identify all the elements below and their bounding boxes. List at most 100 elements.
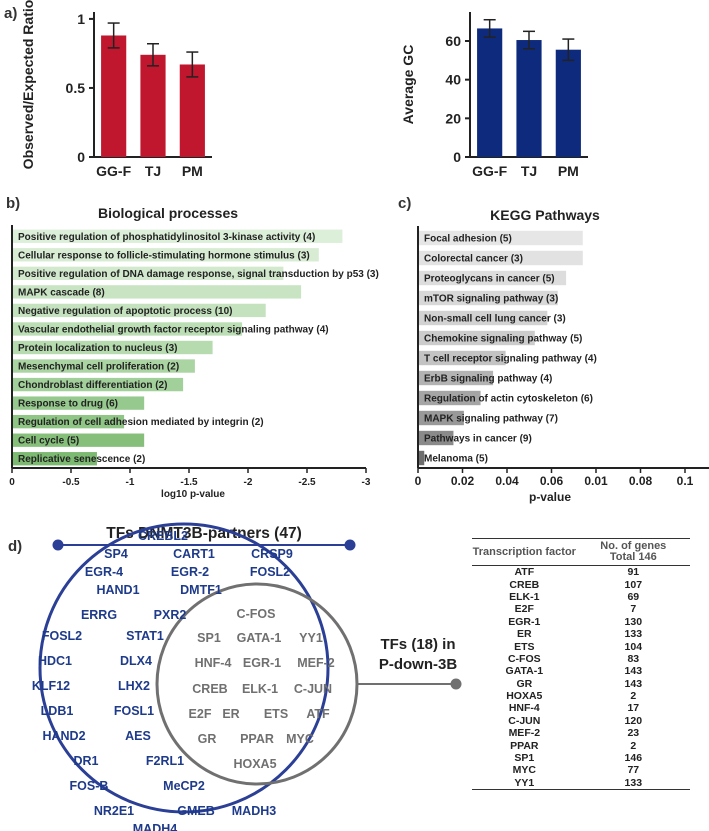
bar-label: Positive regulation of phosphatidylinosi…: [18, 232, 315, 243]
outer-tf-label: EGR-2: [171, 565, 209, 579]
tf-name-cell: HNF-4: [508, 702, 540, 715]
x-tick-label: 0.02: [451, 474, 475, 488]
outer-tf-label: GMEB: [177, 804, 215, 818]
gene-count-cell: 2: [630, 690, 637, 703]
tf-table-row: HOXA5 2: [472, 690, 690, 702]
tf-name-cell: C-JUN: [508, 714, 541, 727]
tf-table-row: EGR-1 130: [472, 616, 690, 628]
outer-tf-label: PXR2: [154, 608, 187, 622]
outer-tf-label: MADH3: [232, 804, 276, 818]
tf-table-header-count: No. of genes Total 146: [576, 538, 690, 566]
inner-tf-label: SP1: [197, 631, 221, 645]
bar: [12, 377, 184, 392]
bar-chart-average-gc: 0 20 40 60 GG-F TJ PM Average GC: [400, 12, 588, 179]
tf-name-cell: ATF: [514, 566, 535, 579]
inner-tf-label: HNF-4: [195, 656, 232, 670]
gene-count-cell: 130: [624, 615, 643, 628]
outer-tf-label: SP4: [104, 547, 128, 561]
bar: [418, 310, 548, 326]
outer-tf-label: AES: [125, 729, 151, 743]
inner-tf-label: HOXA5: [233, 757, 276, 771]
x-tick-label: TJ: [521, 163, 537, 179]
gene-count-cell: 17: [627, 702, 640, 715]
y-tick-label: 20: [445, 110, 461, 126]
inner-tf-label: CREB: [192, 682, 227, 696]
tf-table-row: E2F 7: [472, 603, 690, 615]
x-tick-label: GG-F: [472, 163, 507, 179]
outer-tf-label: DMTF1: [180, 583, 222, 597]
tf-table-row: HNF-4 17: [472, 702, 690, 714]
tf-name-cell: C-FOS: [507, 652, 541, 665]
bar: [12, 248, 319, 262]
bar-label: Negative regulation of apoptotic process…: [18, 306, 232, 317]
inner-tf-label: MEF-2: [297, 656, 335, 670]
bar-label: ErbB signaling pathway (4): [424, 374, 552, 385]
inner-tf-label: GATA-1: [237, 631, 282, 645]
x-tick-label: 0.08: [629, 474, 653, 488]
bar-PM: [555, 49, 581, 158]
tf-name-cell: E2F: [514, 603, 534, 616]
outer-tf-label: STAT1: [126, 629, 164, 643]
tf-name-cell: GATA-1: [505, 665, 544, 678]
x-tick-label: -3: [362, 477, 371, 488]
bar: [418, 410, 464, 426]
bar: [418, 370, 494, 386]
bar: [12, 414, 125, 429]
venn-title-dot-left: [52, 539, 64, 551]
inner-tf-label: ATF: [306, 707, 330, 721]
bar: [418, 250, 583, 266]
tf-table-row: GATA-1 143: [472, 665, 690, 677]
bar: [418, 350, 506, 366]
bar: [418, 270, 567, 286]
x-tick-label: 0: [415, 474, 422, 488]
tf-name-cell: ER: [517, 628, 532, 641]
bar: [418, 330, 535, 346]
bar-label: Non-small cell lung cancer (3): [424, 314, 566, 325]
bar: [418, 230, 583, 246]
y-tick-label: 0: [453, 149, 461, 165]
inner-tf-label: C-FOS: [237, 607, 276, 621]
venn-title: TFs DNMT3B-partners (47): [106, 525, 302, 542]
outer-tf-label: LHX2: [118, 679, 150, 693]
bar: [418, 450, 425, 466]
bar: [12, 229, 343, 243]
y-tick-label: 60: [445, 33, 461, 49]
inner-tf-label: MYC: [286, 732, 314, 746]
outer-tf-label: EGR-4: [85, 565, 123, 579]
chart-title: Biological processes: [98, 205, 238, 221]
outer-tf-label: MeCP2: [163, 779, 205, 793]
x-tick-label: 0.04: [495, 474, 519, 488]
bar-label: Regulation of cell adhesion mediated by …: [18, 417, 264, 428]
gene-count-cell: 143: [624, 677, 643, 690]
gene-count-cell: 133: [624, 628, 643, 641]
bar-label: Pathways in cancer (9): [424, 434, 532, 445]
bar-label: Focal adhesion (5): [424, 234, 512, 245]
bar-PM: [179, 64, 205, 157]
bar-chart-observed-expected: 0 0.5 1 GG-F TJ PM Observed/Expected Ratio: [20, 0, 212, 179]
gene-count-cell: 2: [630, 739, 637, 752]
tf-table-body: ATF 91 CREB 107 ELK-1 69 E2F 7 EGR-1 130 ER 133 ETS 1…: [472, 566, 690, 791]
bar-label: Vascular endothelial growth factor recep…: [18, 324, 329, 335]
x-axis-label: log10 p-value: [161, 489, 225, 500]
venn-diagram: TFs DNMT3B-partners (47) TFs (18) in P-d…: [32, 522, 462, 831]
inner-tf-label: E2F: [189, 707, 212, 721]
x-tick-label: -2.5: [298, 477, 316, 488]
bar: [12, 340, 213, 355]
tf-name-cell: ETS: [514, 640, 535, 653]
x-tick-label: TJ: [145, 163, 161, 179]
inner-tf-label: YY1: [299, 631, 323, 645]
x-tick-label: 0.01: [584, 474, 608, 488]
tf-table-header-count-line1: No. of genes: [600, 540, 667, 552]
inner-tf-label: ETS: [264, 707, 288, 721]
outer-tf-label: HAND1: [96, 583, 139, 597]
hbar-chart-kegg-pathways: KEGG Pathways Focal adhesion (5) Colorecta…: [415, 207, 709, 504]
tf-table-row: ER 133: [472, 628, 690, 640]
x-tick-label: -1.5: [180, 477, 198, 488]
tf-table-row: C-FOS 83: [472, 653, 690, 665]
bar: [12, 433, 145, 447]
outer-tf-label: LDB1: [41, 704, 74, 718]
outer-tf-labels: CREBL2 SP4 CART1 CRSP9 EGR-4 EGR-2 FOSL2 HAND1 D…: [32, 529, 293, 831]
tf-name-cell: CREB: [509, 578, 540, 591]
x-tick-label: GG-F: [96, 163, 131, 179]
